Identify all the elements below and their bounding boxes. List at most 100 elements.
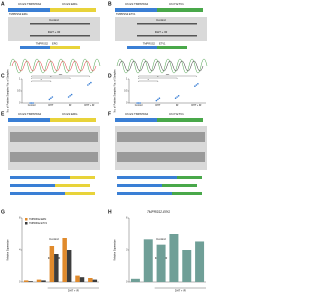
data-point [50,97,52,99]
x-tick-label: DHT + IR [191,104,201,107]
data-point [176,96,178,98]
y-tick-label: 4 [19,249,21,252]
y-tick-label: 1 [19,78,21,81]
decor [8,8,208,195]
significance-label: *** [166,73,170,77]
chart-title: TMPRSS2-ERG [147,210,171,214]
bar [23,280,29,282]
x-tick-label: IR [69,104,72,107]
panel-letter: H [108,209,112,215]
panel-letter: D [108,73,112,79]
data-point [194,85,196,87]
significance-label: * [41,78,43,82]
gene-label: Chr21:TMPRSS2 [125,112,149,116]
significance-bracket [138,80,158,82]
legend-swatch [25,218,28,221]
bar [66,250,72,282]
significance-bracket [31,77,71,79]
y-tick-label: 0 [126,102,128,105]
data-point [88,83,91,85]
significance-label: * [157,75,159,79]
data-point [90,81,92,84]
bar [130,278,140,282]
gene-label: Chr21:TMPRSS2 [125,2,149,6]
panel-letter: A [1,1,5,7]
gene-label: Chr7:ETV1 [169,2,184,6]
fusion-label: TMPRSS2:ETV1 [116,12,136,16]
panel-letter: G [1,209,5,215]
data-point [87,84,89,86]
gene-label: Chr7:ETV1 [169,112,184,116]
data-point [157,98,159,101]
y-axis-label: Relative Expression [7,239,10,261]
data-point [30,102,33,104]
x-tick-label: IR [176,104,179,107]
bar [79,277,85,282]
lane-label: DHT + IR [48,30,61,34]
y-tick-label: 0 [126,281,128,284]
data-point [70,93,73,96]
bar [36,279,42,282]
bar [54,254,59,282]
significance-bracket [31,75,90,77]
bar [49,246,55,282]
bar [156,244,166,282]
data-point [29,102,31,104]
y-tick-label: 1 [126,78,128,81]
data-point [158,97,161,99]
legend-label: TMPRSS2-ETV1 [29,222,48,225]
bar [62,238,67,282]
panel-letter: C [1,73,5,79]
significance-bracket [138,75,197,77]
x-tick-label: DHT + IR [84,104,94,107]
y-tick-label: 0 [19,281,21,284]
gene-label: Chr21:ERG [62,112,78,116]
data-point [174,97,177,99]
x-tick-label: DHT [48,104,53,107]
bar [88,278,93,282]
y-axis-label: Relative Expression [114,239,117,261]
significance-bracket [31,80,51,82]
group-label: DHT + IR [175,289,186,293]
data-point [69,95,71,97]
y-axis-label: No. of Positive Samples/ No. of Samples [114,69,117,113]
data-point [197,83,199,85]
x-tick-label: Control [135,104,143,107]
gene-label: Chr21:TMPRSS2 [18,112,42,116]
data-point [51,96,54,98]
data-point [177,95,180,97]
lane-label: Control [156,18,166,22]
panel-letter: E [1,111,5,117]
legend-swatch [25,222,28,225]
bar [182,250,192,282]
y-tick-label: 0 [19,102,21,105]
data-point [48,98,51,101]
lane-label: DHT + IR [155,30,168,34]
fusion-label: TMPRSS2:ERG [9,12,28,16]
data-point [195,84,198,86]
bar [75,275,80,282]
significance-label: * [50,75,52,79]
panel-letter: B [108,1,112,7]
y-tick-label: 0.5 [17,90,21,93]
lane-label: Control [49,18,59,22]
bar [92,279,98,282]
data-point [67,96,70,98]
junction-label: ETV1 [159,42,166,46]
data-point [32,102,34,104]
x-tick-label: DHT [155,104,160,107]
y-tick-label: 3 [126,249,128,252]
bar [41,280,46,282]
bar [28,281,33,282]
lane-label: Control [49,237,59,241]
lane-label: Control [156,237,166,241]
y-tick-label: 8 [19,217,21,220]
x-tick-label: Control [28,104,36,107]
y-axis-label: No. of Positive Samples/ No. of Samples [7,69,10,113]
significance-label: *** [59,73,63,77]
junction-label: TMPRSS2 [36,42,49,46]
gene-label: Chr21:TMPRSS2 [18,2,42,6]
bar [143,239,153,282]
junction-label: ERG [52,42,58,46]
y-tick-label: 0.5 [124,90,128,93]
